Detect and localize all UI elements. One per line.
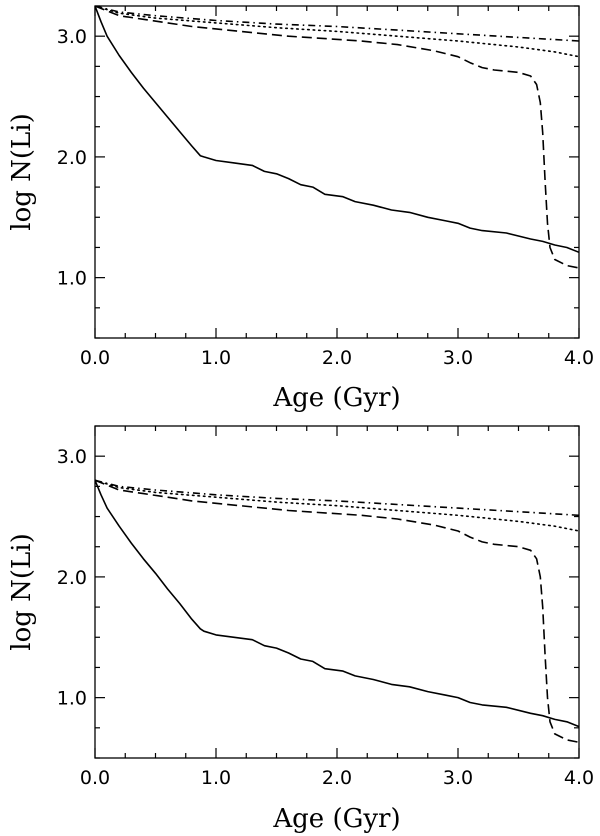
x-tick-label: 2.0 [322, 767, 352, 789]
y-tick-label: 2.0 [57, 567, 87, 589]
series-line-dashed [95, 479, 579, 744]
x-tick-label: 3.0 [443, 347, 473, 369]
x-tick-label: 1.0 [201, 347, 231, 369]
series-line-dotted [95, 479, 579, 532]
y-tick-label: 3.0 [57, 446, 87, 468]
y-axis-label: log N(Li) [7, 113, 37, 231]
series-line-dotted [95, 6, 579, 58]
y-tick-label: 3.0 [57, 26, 87, 48]
plot-frame [94, 425, 580, 759]
bottom-panel: 0.0 1.0 2.0 3.0 4.0 1.0 2.0 3.0 Age (Gyr) log N(L… [7, 425, 594, 834]
plot-frame [94, 5, 580, 339]
x-tick-label: 3.0 [443, 767, 473, 789]
x-tick-label: 4.0 [564, 347, 594, 369]
y-tick-label: 2.0 [57, 147, 87, 169]
x-axis-label: Age (Gyr) [272, 383, 400, 413]
series-line-solid [95, 6, 579, 254]
x-tick-label: 1.0 [201, 767, 231, 789]
x-axis-label: Age (Gyr) [272, 804, 400, 834]
y-tick-label: 1.0 [57, 688, 87, 710]
series-line-solid [95, 479, 579, 728]
top-panel: 0.0 1.0 2.0 3.0 4.0 1.0 2.0 3.0 Age (Gyr) log N(L… [7, 5, 594, 413]
series-line-dashed [95, 6, 579, 269]
x-tick-label: 0.0 [80, 767, 110, 789]
x-tick-label: 0.0 [80, 347, 110, 369]
x-tick-label: 2.0 [322, 347, 352, 369]
y-axis-label: log N(Li) [7, 533, 37, 651]
x-tick-label: 4.0 [564, 767, 594, 789]
y-tick-label: 1.0 [57, 268, 87, 290]
